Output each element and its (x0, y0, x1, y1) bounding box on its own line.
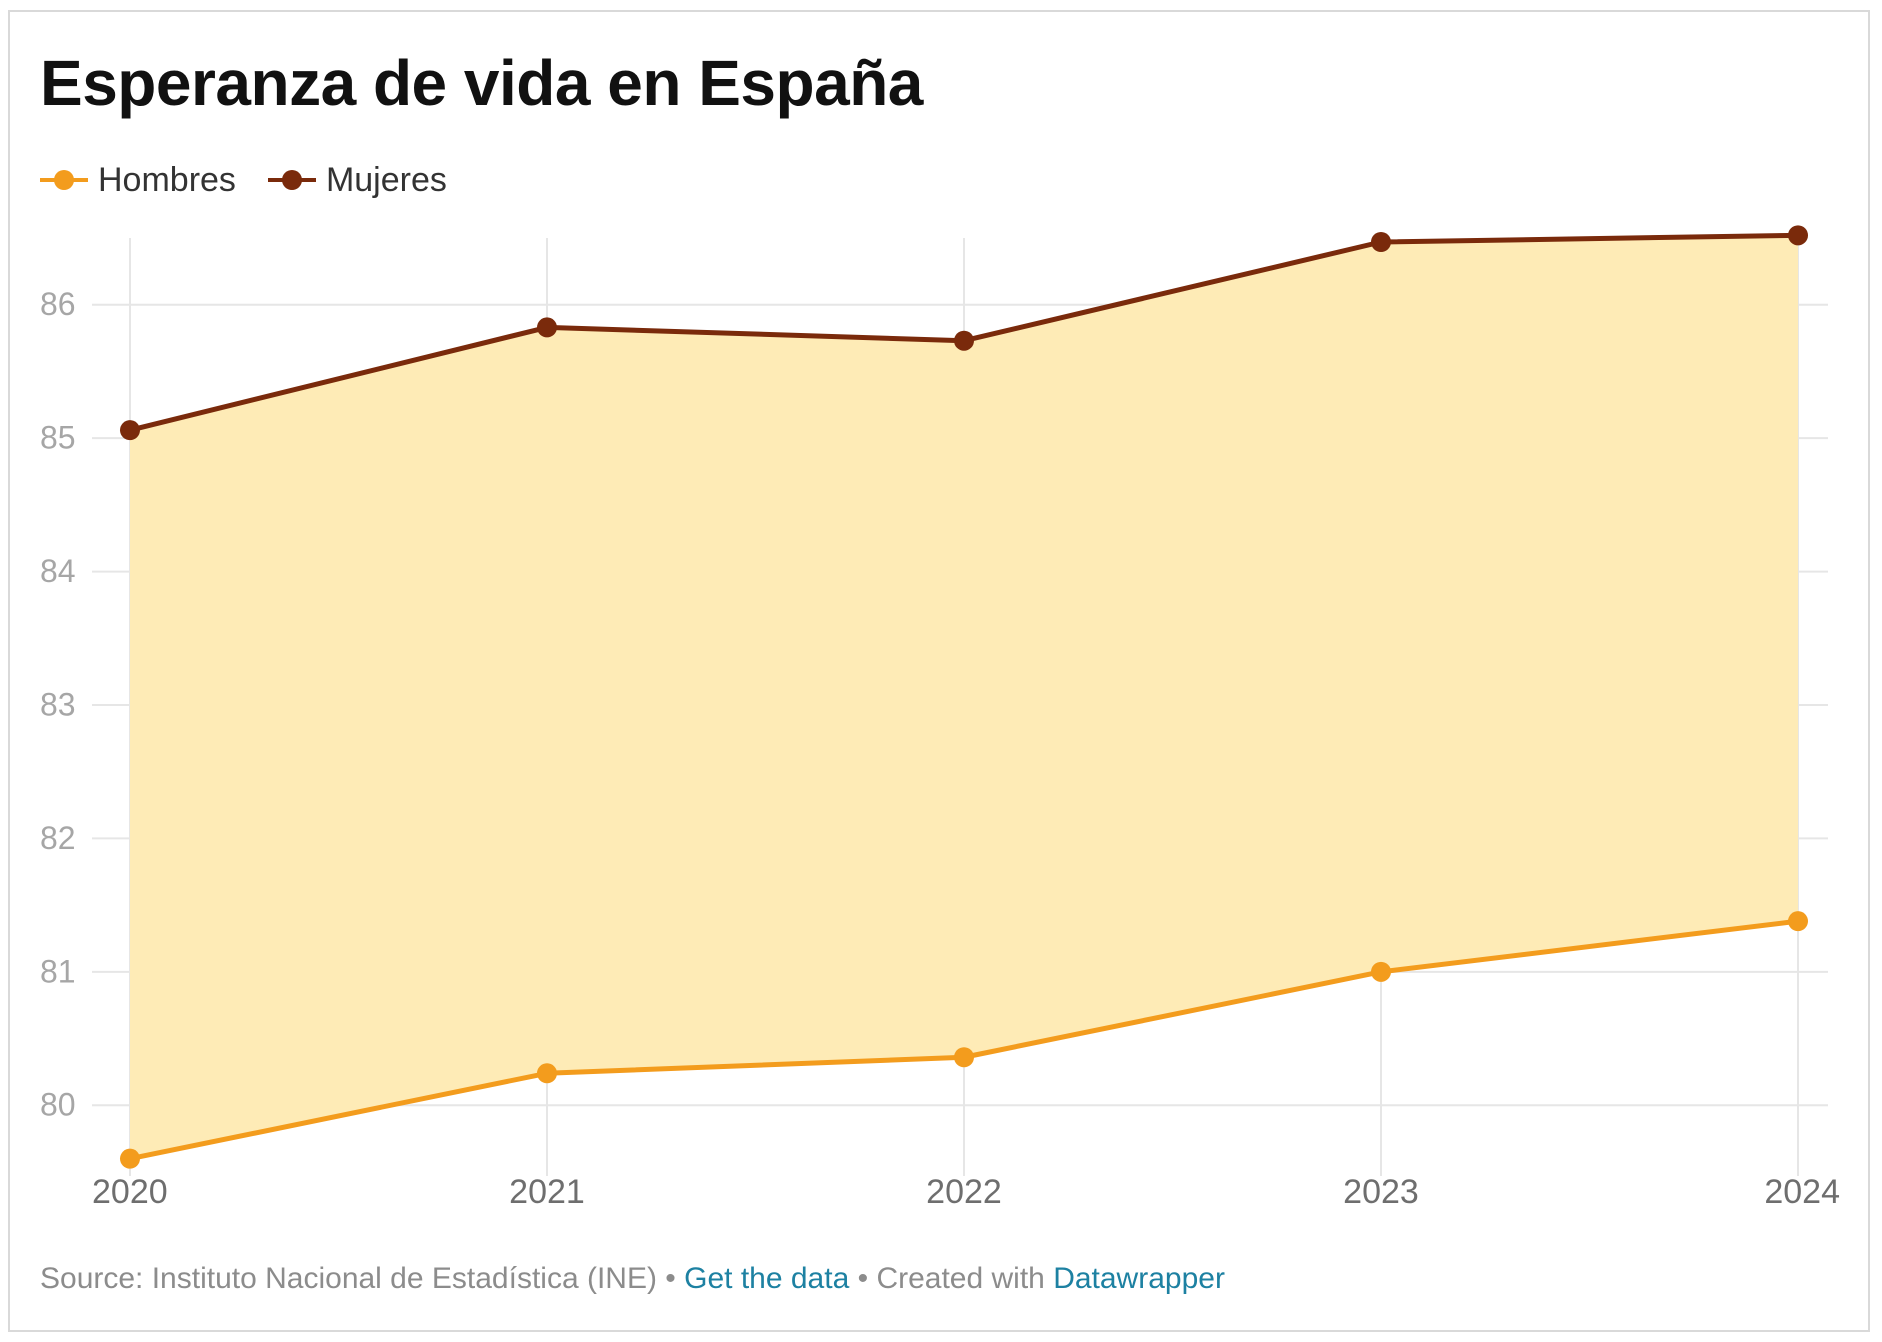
x-tick-label: 2023 (1343, 1173, 1419, 1211)
data-point-mujeres (120, 420, 140, 441)
chart-footer: Source: Instituto Nacional de Estadístic… (40, 1262, 1225, 1296)
legend-item-hombres: Hombres (40, 161, 236, 200)
y-tick-label: 85 (40, 420, 76, 456)
data-point-hombres (537, 1063, 557, 1084)
y-tick-label: 83 (40, 686, 76, 722)
data-point-hombres (1371, 961, 1391, 982)
legend-swatch-mujeres (267, 170, 316, 190)
x-tick-label: 2020 (92, 1173, 168, 1211)
x-tick-label: 2024 (1764, 1173, 1840, 1211)
y-tick-label: 80 (40, 1087, 76, 1123)
chart-title: Esperanza de vida en España (40, 47, 923, 119)
get-the-data-link[interactable]: Get the data (684, 1262, 850, 1295)
data-point-mujeres (1788, 225, 1808, 246)
data-point-mujeres (1371, 232, 1391, 253)
range-fill-area (130, 235, 1798, 1159)
created-with-text: • Created with (849, 1262, 1054, 1295)
legend-label-mujeres: Mujeres (325, 160, 447, 199)
legend-label-hombres: Hombres (98, 160, 236, 199)
x-tick-label: 2022 (926, 1173, 1002, 1211)
datawrapper-link[interactable]: Datawrapper (1053, 1262, 1225, 1295)
data-point-mujeres (537, 317, 557, 338)
y-tick-label: 82 (40, 820, 76, 856)
source-note: Source: Instituto Nacional de Estadístic… (40, 1262, 657, 1295)
legend-item-mujeres: Mujeres (267, 160, 447, 200)
chart-legend: Hombres Mujeres (40, 160, 447, 200)
data-point-hombres (954, 1047, 974, 1068)
data-point-hombres (120, 1148, 140, 1169)
y-tick-label: 86 (40, 286, 76, 322)
data-point-hombres (1788, 911, 1808, 932)
x-tick-label: 2021 (509, 1173, 585, 1211)
y-tick-label: 84 (40, 553, 76, 589)
data-point-mujeres (954, 330, 974, 351)
y-tick-label: 81 (40, 953, 76, 989)
footer-separator: • (656, 1262, 685, 1295)
legend-swatch-hombres (40, 170, 88, 190)
